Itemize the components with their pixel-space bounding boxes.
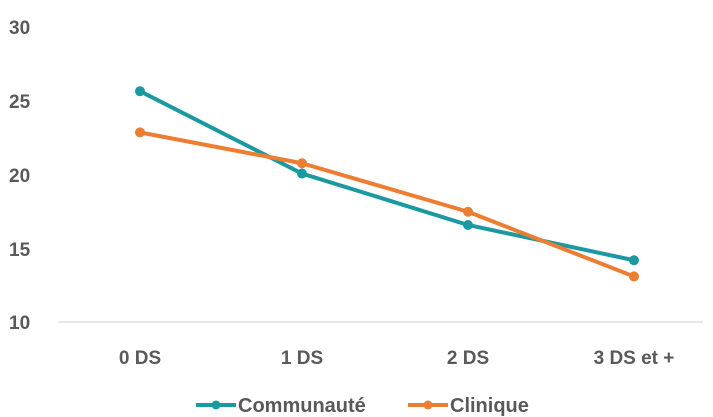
data-point-clinique [297,158,307,169]
x-tick-label: 0 DS [119,348,161,369]
y-tick-label: 10 [9,313,30,334]
data-point-communaute [297,168,307,179]
y-tick-label: 25 [9,92,31,113]
data-point-clinique [629,271,639,282]
legend-item-clinique: Clinique [408,395,529,417]
y-tick-label: 15 [9,240,31,261]
x-tick-label: 1 DS [281,348,323,369]
legend-marker-icon [211,400,221,410]
y-axis-labels: 10 15 20 25 30 [9,18,31,334]
legend: Communauté Clinique [196,395,529,417]
legend-marker-icon [423,400,433,410]
legend-item-communaute: Communauté [196,395,366,417]
data-point-communaute [629,255,639,266]
data-point-communaute [135,86,145,97]
series-line-clinique [139,130,635,279]
legend-label: Clinique [450,395,529,417]
data-point-clinique [463,206,473,217]
series-line-communaute [139,89,635,263]
legend-label: Communauté [238,395,366,417]
series-layer [135,86,639,282]
data-point-communaute [463,219,473,230]
x-axis-labels: 0 DS 1 DS 2 DS 3 DS et + [119,348,675,369]
x-tick-label: 3 DS et + [594,348,675,369]
data-point-clinique [135,127,145,138]
x-tick-label: 2 DS [447,348,489,369]
y-tick-label: 20 [9,166,30,187]
y-tick-label: 30 [9,18,30,39]
